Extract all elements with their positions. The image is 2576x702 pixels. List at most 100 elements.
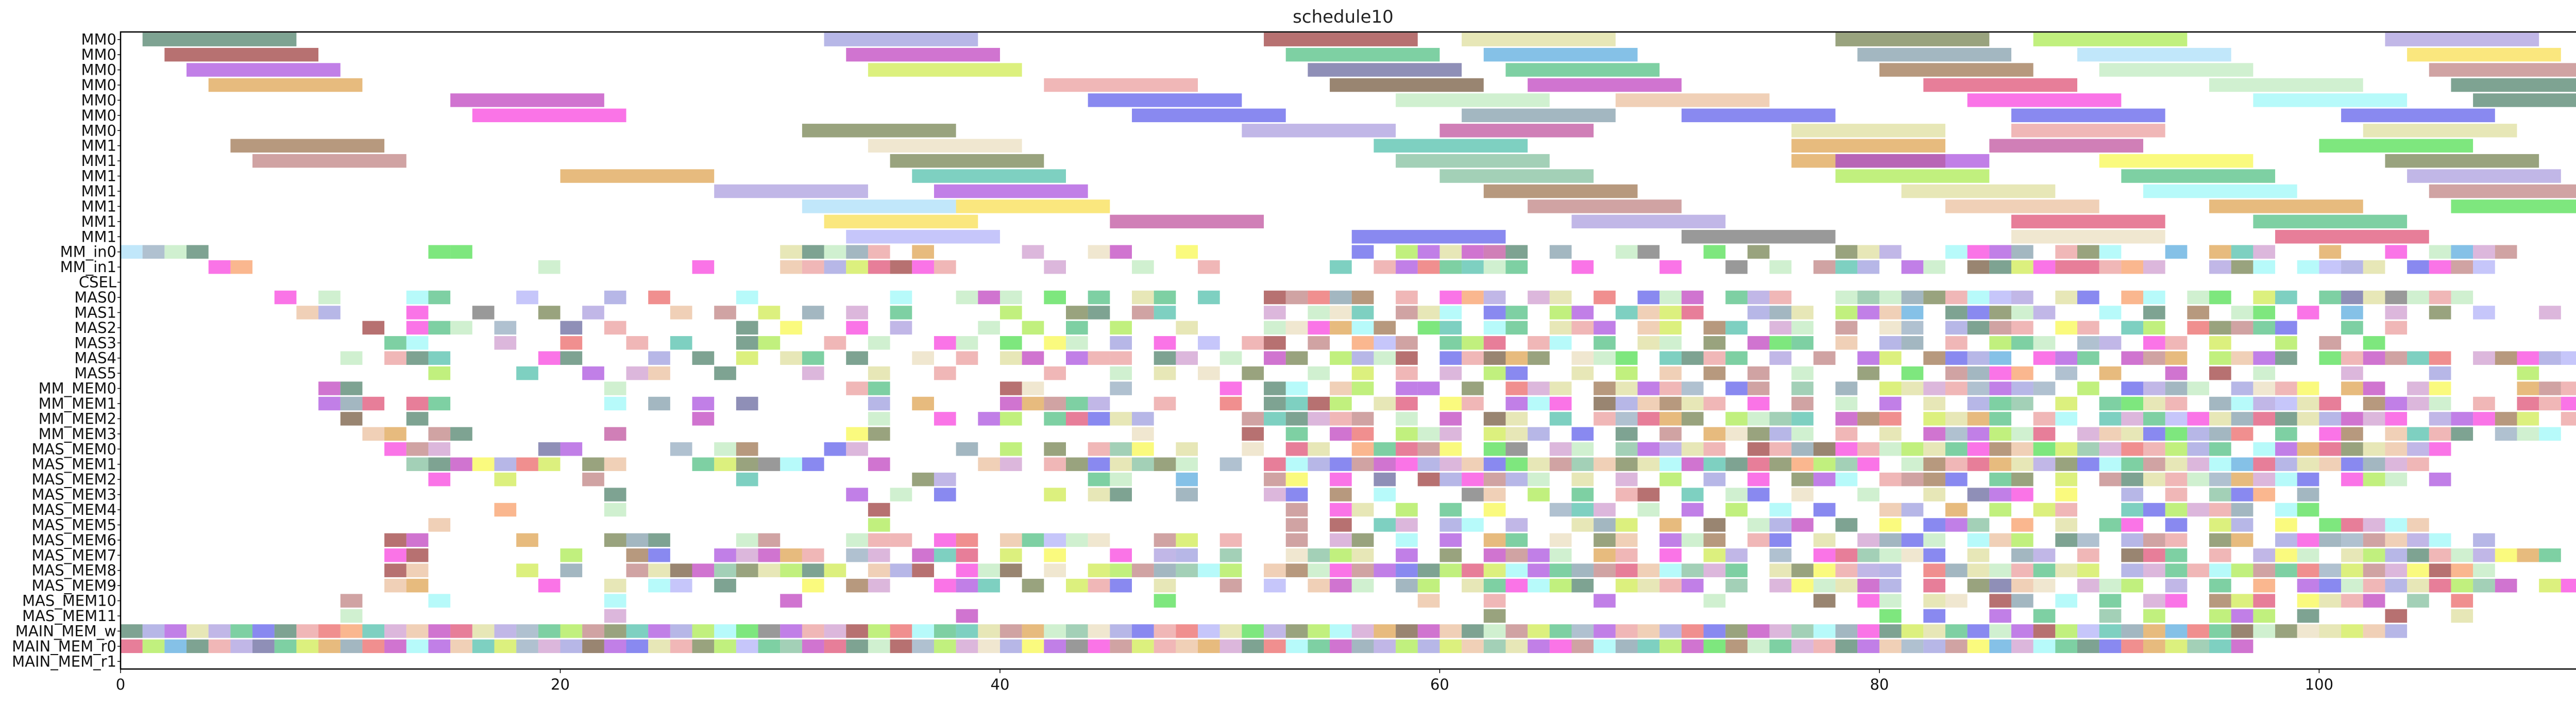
gantt-cell (736, 396, 758, 411)
gantt-cell (2297, 488, 2319, 502)
gantt-cell (1813, 503, 1836, 517)
gantt-cell (384, 427, 406, 441)
gantt-bar (2143, 184, 2297, 198)
gantt-cell (934, 472, 956, 487)
gantt-cell (670, 578, 692, 593)
gantt-cell (626, 624, 649, 638)
gantt-cell (1923, 351, 1945, 365)
gantt-cell (1417, 245, 1440, 259)
gantt-cell (2011, 427, 2033, 441)
gantt-cell (1219, 548, 1242, 562)
row-label: MM1 (81, 213, 117, 230)
gantt-cell (978, 412, 1000, 426)
gantt-cell (1483, 427, 1506, 441)
gantt-cell (1857, 260, 1879, 274)
gantt-cell (1989, 533, 2011, 547)
gantt-cell (1967, 321, 1990, 335)
gantt-cell (1901, 366, 1924, 380)
gantt-bar (2319, 139, 2473, 153)
gantt-cell (1923, 396, 1945, 411)
gantt-bar (1264, 32, 1418, 46)
gantt-cell (2187, 503, 2210, 517)
gantt-cell (1879, 245, 1902, 259)
gantt-cell (1637, 563, 1660, 577)
gantt-cell (2341, 427, 2363, 441)
gantt-cell (2165, 457, 2188, 471)
gantt-cell (736, 563, 758, 577)
gantt-cell (912, 472, 934, 487)
gantt-cell (1659, 624, 1682, 638)
gantt-cell (1791, 306, 1814, 320)
gantt-cell (1945, 366, 1968, 380)
gantt-cell (1132, 563, 1154, 577)
gantt-cell (758, 639, 781, 654)
gantt-cell (1923, 578, 1945, 593)
gantt-cell (2319, 442, 2342, 456)
gantt-cell (2077, 290, 2099, 305)
gantt-cell (1417, 578, 1440, 593)
gantt-cell (1594, 624, 1616, 638)
x-tick-label: 0 (116, 676, 125, 693)
gantt-cell (604, 609, 626, 623)
gantt-cell (2473, 533, 2495, 547)
row-label: MM1 (81, 137, 117, 155)
row-label: MM0 (81, 122, 117, 139)
gantt-cell (1791, 578, 1814, 593)
gantt-cell (121, 624, 143, 638)
gantt-cell (2077, 427, 2099, 441)
gantt-cell (626, 336, 649, 350)
gantt-cell (1879, 381, 1902, 395)
gantt-cell (1571, 366, 1594, 380)
gantt-cell (2011, 306, 2033, 320)
gantt-cell (1132, 639, 1154, 654)
gantt-cell (1044, 366, 1066, 380)
gantt-cell (2121, 412, 2144, 426)
gantt-cell (318, 624, 341, 638)
gantt-bars (121, 32, 2576, 654)
row-label: MAS3 (74, 334, 116, 352)
gantt-cell (1835, 518, 1858, 532)
row-label: MAS2 (74, 319, 116, 337)
gantt-cell (1747, 533, 1770, 547)
gantt-cell (2143, 260, 2165, 274)
gantt-cell (2187, 457, 2210, 471)
gantt-cell (2429, 442, 2451, 456)
gantt-cell (1813, 260, 1836, 274)
gantt-cell (2363, 381, 2385, 395)
gantt-cell (560, 639, 583, 654)
x-tick-label: 100 (2305, 676, 2333, 693)
gantt-cell (2077, 321, 2099, 335)
gantt-cell (1571, 472, 1594, 487)
gantt-cell (1989, 442, 2011, 456)
gantt-cell (2143, 624, 2165, 638)
gantt-cell (956, 548, 978, 562)
gantt-cell (1044, 639, 1066, 654)
gantt-cell (1417, 563, 1440, 577)
gantt-cell (1110, 321, 1132, 335)
gantt-cell (428, 624, 451, 638)
gantt-cell (1549, 503, 1572, 517)
gantt-cell (626, 563, 649, 577)
gantt-cell (1505, 472, 1528, 487)
gantt-cell (2385, 245, 2408, 259)
gantt-cell (736, 533, 758, 547)
gantt-cell (2143, 381, 2165, 395)
gantt-cell (1285, 518, 1308, 532)
gantt-cell (406, 290, 429, 305)
gantt-cell (1835, 472, 1858, 487)
gantt-cell (1703, 457, 1726, 471)
gantt-cell (1659, 306, 1682, 320)
gantt-bar (1945, 199, 2099, 213)
gantt-cell (1022, 578, 1044, 593)
gantt-cell (1176, 457, 1198, 471)
gantt-cell (1703, 321, 1726, 335)
gantt-cell (2055, 442, 2077, 456)
gantt-cell (2231, 518, 2253, 532)
gantt-cell (2407, 578, 2429, 593)
gantt-cell (1637, 488, 1660, 502)
gantt-cell (1088, 533, 1110, 547)
gantt-cell (2495, 412, 2517, 426)
gantt-cell (1351, 366, 1374, 380)
gantt-cell (2473, 245, 2495, 259)
x-axis-ticks: 0 20 40 60 80 100 (116, 669, 2333, 693)
